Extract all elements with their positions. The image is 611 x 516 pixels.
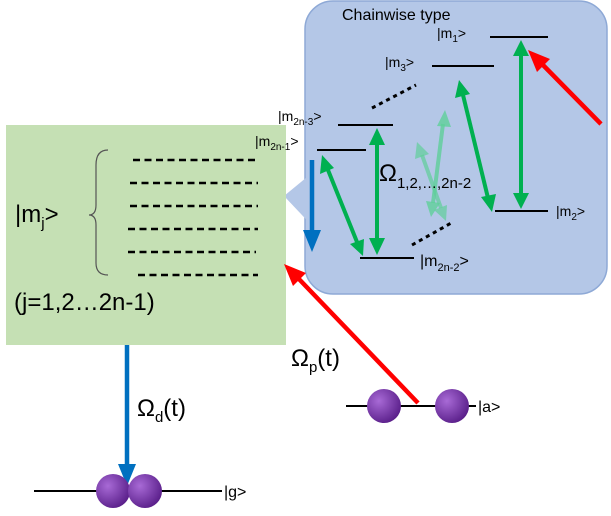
atom-icon (96, 474, 130, 508)
chain-levels (317, 36, 548, 259)
label-m3: |m3> (385, 54, 414, 74)
mj-brace-icon (88, 149, 109, 276)
atom-icon (435, 389, 469, 423)
pump-arrow-upper-icon (528, 50, 603, 126)
green-box (6, 125, 286, 345)
atom-icon (128, 474, 162, 508)
dump-field-label: Ωd(t) (137, 395, 186, 426)
connector-wedge (284, 168, 318, 232)
j-range-label: (j=1,2…2n-1) (14, 289, 155, 316)
label-m2n3: |m2n-3> (278, 108, 322, 128)
coupling-arrows (320, 40, 529, 256)
coupling-label: Ω1,2,…,2n-2 (379, 160, 471, 192)
chain-box (304, 0, 608, 295)
mj-dashed-levels (128, 158, 258, 277)
chain-continuation-dots (371, 83, 454, 247)
dump-arrow-icon (118, 345, 136, 486)
label-m2: |m2> (556, 203, 585, 223)
pump-field-label: Ωp(t) (291, 345, 340, 376)
label-m2n2: |m2n-2> (420, 253, 469, 274)
state-a-label: |a> (478, 399, 500, 416)
chain-box-title: Chainwise type (342, 7, 451, 24)
pump-arrow-icon (284, 264, 420, 405)
label-m1: |m1> (437, 25, 466, 45)
label-m2n1: |m2n-1> (255, 133, 299, 153)
state-g-label: |g> (224, 484, 246, 501)
mj-label: |mj> (15, 201, 59, 232)
dump-arrow-upper-icon (303, 160, 321, 252)
atom-icon (367, 389, 401, 423)
